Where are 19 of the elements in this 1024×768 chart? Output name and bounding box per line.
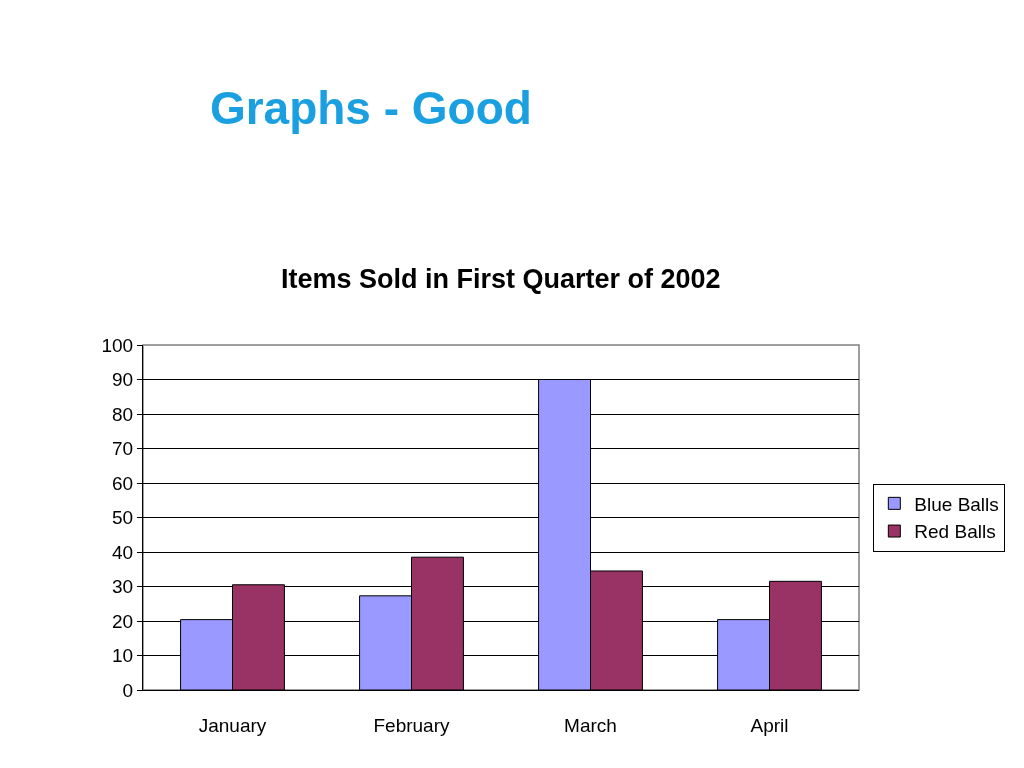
y-tick-label: 60 [112, 472, 134, 494]
y-tick-label: 10 [112, 645, 134, 667]
legend-label: Blue Balls [914, 493, 999, 515]
y-tick-label: 50 [112, 507, 134, 529]
y-tick-label: 90 [112, 369, 134, 391]
chart-subtitle: Items Sold in First Quarter of 2002 [281, 264, 721, 294]
y-tick-label: 30 [112, 576, 134, 598]
x-tick-label: April [750, 714, 789, 736]
y-tick-label: 100 [101, 334, 134, 356]
chart-title: Graphs - Good [209, 81, 532, 134]
y-tick-label: 40 [112, 541, 134, 563]
y-tick-label: 70 [112, 438, 134, 460]
x-tick-label: February [373, 714, 451, 736]
y-tick-label: 0 [122, 679, 134, 701]
x-tick-label: January [198, 714, 267, 736]
y-tick-label: 20 [112, 610, 134, 632]
y-tick-label: 80 [112, 403, 134, 425]
x-tick-label: March [564, 714, 617, 736]
legend-label: Red Balls [914, 521, 996, 543]
